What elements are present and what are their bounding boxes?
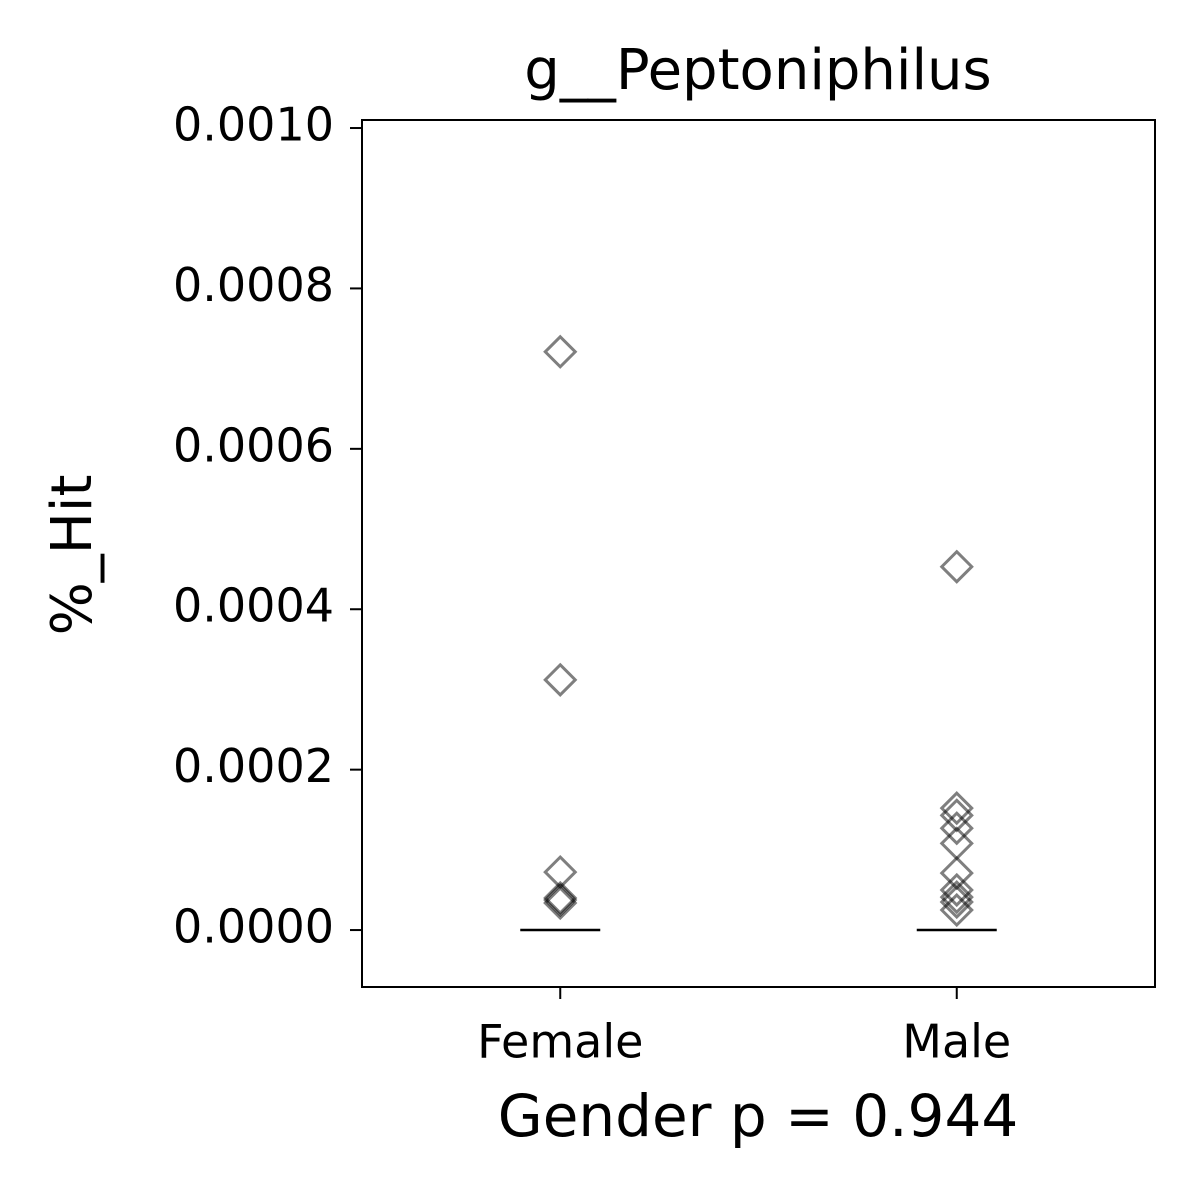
point: [939, 884, 974, 920]
x-axis-label: Gender p = 0.944: [498, 1082, 1019, 1150]
plot-frame: [361, 119, 1156, 988]
y-tick-label: 0.0004: [173, 579, 334, 633]
point: [939, 549, 974, 584]
x-tick-label: Female: [477, 1015, 643, 1069]
point: [939, 811, 974, 846]
point: [543, 662, 578, 697]
point: [939, 892, 974, 928]
point: [543, 882, 578, 918]
x-tick-label: Male: [902, 1015, 1011, 1069]
y-axis-label: %_Hit: [40, 475, 105, 636]
y-tick-label: 0.0010: [173, 98, 334, 152]
point: [543, 885, 578, 921]
y-tick-label: 0.0008: [173, 258, 334, 312]
point: [939, 872, 974, 908]
point: [543, 334, 578, 369]
y-tick-label: 0.0002: [173, 739, 334, 793]
y-tick-label: 0.0006: [173, 418, 334, 472]
y-tick-label: 0.0000: [173, 900, 334, 954]
point: [939, 880, 974, 915]
point: [939, 791, 974, 826]
chart-title: g__Peptoniphilus: [524, 38, 991, 103]
